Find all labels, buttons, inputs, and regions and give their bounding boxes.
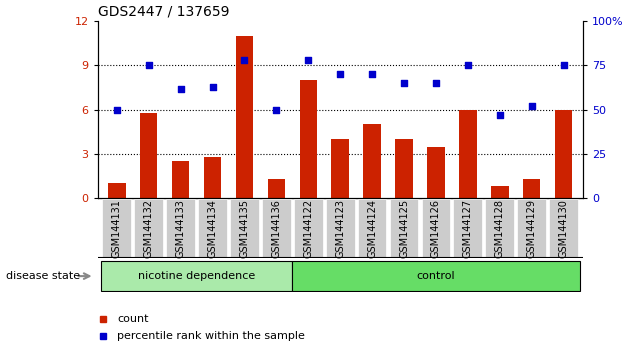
Bar [166, 199, 195, 257]
Point [495, 112, 505, 118]
Bar [262, 199, 290, 257]
Text: GSM144125: GSM144125 [399, 199, 409, 258]
Bar [454, 199, 482, 257]
Text: GSM144135: GSM144135 [239, 199, 249, 258]
Bar [236, 36, 253, 198]
Bar [294, 199, 323, 257]
Bar [292, 261, 580, 291]
Text: control: control [416, 271, 455, 281]
Bar [421, 199, 450, 257]
Point [463, 63, 473, 68]
Point [272, 107, 282, 113]
Bar [268, 179, 285, 198]
Bar [331, 139, 349, 198]
Text: GSM144128: GSM144128 [495, 199, 505, 258]
Text: GSM144131: GSM144131 [112, 199, 122, 258]
Bar [103, 199, 131, 257]
Bar [108, 183, 125, 198]
Bar [140, 113, 158, 198]
Text: GSM144122: GSM144122 [303, 199, 313, 258]
Text: GSM144126: GSM144126 [431, 199, 441, 258]
Point [303, 57, 313, 63]
Bar [230, 199, 259, 257]
Bar [549, 199, 578, 257]
Point [527, 103, 537, 109]
Bar [485, 199, 514, 257]
Text: GDS2447 / 137659: GDS2447 / 137659 [98, 5, 229, 19]
Text: GSM144129: GSM144129 [527, 199, 537, 258]
Point [144, 63, 154, 68]
Text: GSM144133: GSM144133 [176, 199, 186, 258]
Bar [101, 261, 292, 291]
Point [239, 57, 249, 63]
Bar [134, 199, 163, 257]
Text: percentile rank within the sample: percentile rank within the sample [117, 331, 305, 341]
Text: GSM144130: GSM144130 [559, 199, 569, 258]
Bar [326, 199, 355, 257]
Text: GSM144134: GSM144134 [207, 199, 217, 258]
Bar [299, 80, 317, 198]
Text: GSM144124: GSM144124 [367, 199, 377, 258]
Text: GSM144132: GSM144132 [144, 199, 154, 258]
Point [112, 107, 122, 113]
Text: GSM144123: GSM144123 [335, 199, 345, 258]
Point [176, 86, 186, 91]
Point [559, 63, 569, 68]
Point [399, 80, 409, 86]
Bar [459, 110, 477, 198]
Text: nicotine dependence: nicotine dependence [138, 271, 255, 281]
Bar [517, 199, 546, 257]
Bar [555, 110, 573, 198]
Point [335, 72, 345, 77]
Bar [198, 199, 227, 257]
Bar [427, 147, 445, 198]
Bar [364, 125, 381, 198]
Text: GSM144136: GSM144136 [272, 199, 282, 258]
Point [367, 72, 377, 77]
Bar [172, 161, 190, 198]
Text: GSM144127: GSM144127 [463, 199, 473, 258]
Bar [358, 199, 386, 257]
Point [431, 80, 441, 86]
Bar [390, 199, 418, 257]
Point [207, 84, 217, 90]
Bar [395, 139, 413, 198]
Bar [523, 179, 541, 198]
Bar [491, 187, 508, 198]
Text: count: count [117, 314, 149, 324]
Text: disease state: disease state [6, 271, 81, 281]
Bar [203, 157, 221, 198]
